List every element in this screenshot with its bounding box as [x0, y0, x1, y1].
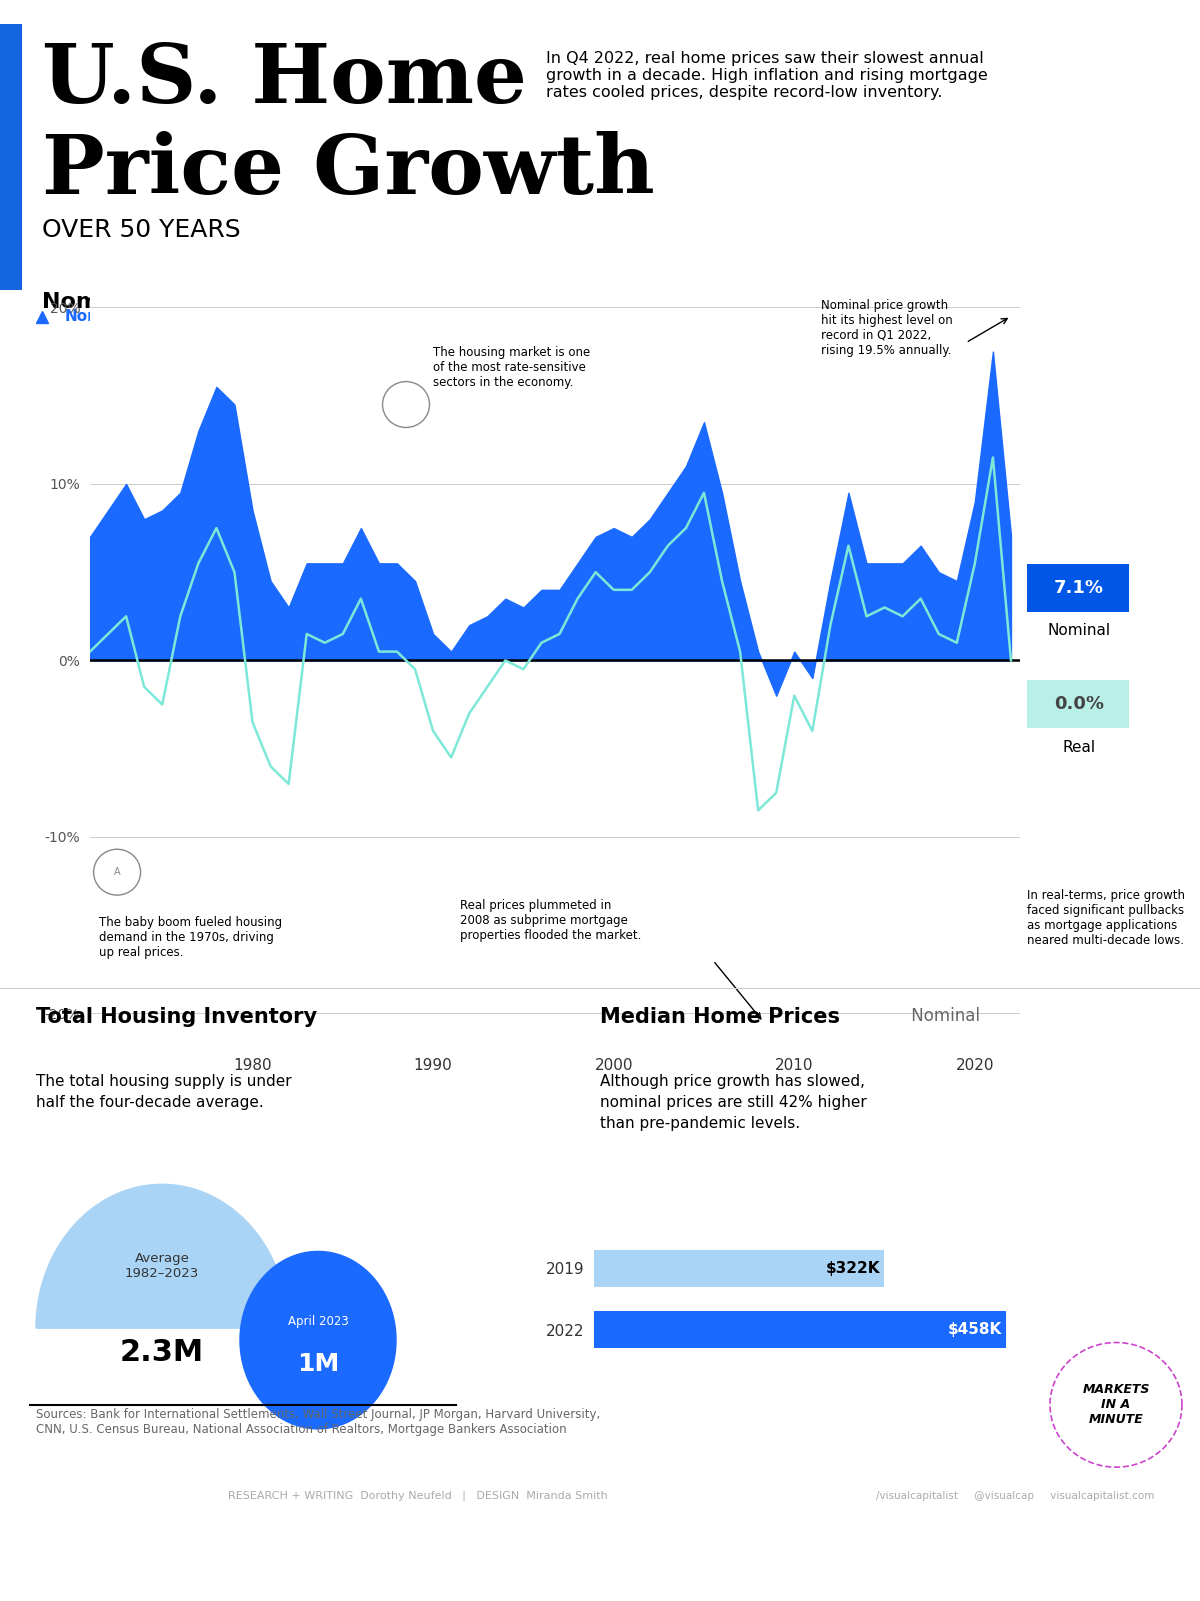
Text: 2.3M: 2.3M: [120, 1338, 204, 1367]
Text: Nominal vs. Real Home Prices: Nominal vs. Real Home Prices: [42, 293, 416, 312]
Text: Nominal: Nominal: [1048, 623, 1110, 639]
Text: Real: Real: [365, 309, 402, 323]
Text: 1M: 1M: [296, 1353, 340, 1377]
Text: Sources: Bank for International Settlements, Wall Street Journal, JP Morgan, Har: Sources: Bank for International Settleme…: [36, 1407, 600, 1436]
Polygon shape: [240, 1252, 396, 1428]
Text: Nominal: Nominal: [906, 1007, 980, 1025]
Text: $322K: $322K: [826, 1260, 881, 1276]
Text: In Q4 2022, real home prices saw their slowest annual
growth in a decade. High i: In Q4 2022, real home prices saw their s…: [546, 51, 988, 101]
Text: Price Growth: Price Growth: [42, 131, 655, 211]
Polygon shape: [36, 1185, 288, 1329]
Text: OVER 50 YEARS: OVER 50 YEARS: [42, 218, 241, 242]
Bar: [0, 24, 22, 290]
Text: /visualcapitalist     @visualcap     visualcapitalist.com: /visualcapitalist @visualcap visualcapit…: [876, 1491, 1154, 1502]
Text: A: A: [114, 868, 120, 877]
Text: Nominal price growth
hit its highest level on
record in Q1 2022,
rising 19.5% an: Nominal price growth hit its highest lev…: [821, 299, 953, 357]
Text: The baby boom fueled housing
demand in the 1970s, driving
up real prices.: The baby boom fueled housing demand in t…: [100, 916, 282, 959]
Text: Average
1982–2023: Average 1982–2023: [125, 1252, 199, 1281]
Text: The housing market is one
of the most rate-sensitive
sectors in the economy.: The housing market is one of the most ra…: [433, 346, 590, 389]
Text: The total housing supply is under
half the four-decade average.: The total housing supply is under half t…: [36, 1074, 292, 1109]
Text: Although price growth has slowed,
nominal prices are still 42% higher
than pre-p: Although price growth has slowed, nomina…: [600, 1074, 866, 1130]
Text: RESEARCH + WRITING  Dorothy Neufeld   |   DESIGN  Miranda Smith: RESEARCH + WRITING Dorothy Neufeld | DES…: [228, 1491, 607, 1502]
Text: Real prices plummeted in
2008 as subprime mortgage
properties flooded the market: Real prices plummeted in 2008 as subprim…: [460, 898, 642, 941]
Text: Real: Real: [1062, 740, 1096, 756]
Bar: [594, 1249, 883, 1287]
Text: VISUAL
CAPITALIST: VISUAL CAPITALIST: [48, 1486, 115, 1507]
Text: April 2023: April 2023: [288, 1314, 348, 1329]
Text: Median Home Prices: Median Home Prices: [600, 1007, 840, 1026]
Text: YoY Price Change: YoY Price Change: [150, 309, 282, 323]
Text: 1971-2022: 1971-2022: [426, 293, 516, 311]
Text: U.S. Home: U.S. Home: [42, 40, 527, 120]
Text: 7.1%: 7.1%: [1054, 578, 1104, 597]
Text: Total Housing Inventory: Total Housing Inventory: [36, 1007, 317, 1026]
Text: Nominal: Nominal: [65, 309, 136, 323]
Text: 0.0%: 0.0%: [1054, 695, 1104, 714]
Text: In real-terms, price growth
faced significant pullbacks
as mortgage applications: In real-terms, price growth faced signif…: [1027, 889, 1186, 946]
Bar: [594, 1311, 1007, 1348]
Text: $458K: $458K: [948, 1322, 1002, 1337]
Text: MARKETS
IN A
MINUTE: MARKETS IN A MINUTE: [1082, 1383, 1150, 1426]
Text: YoY Price Change: YoY Price Change: [418, 309, 550, 323]
